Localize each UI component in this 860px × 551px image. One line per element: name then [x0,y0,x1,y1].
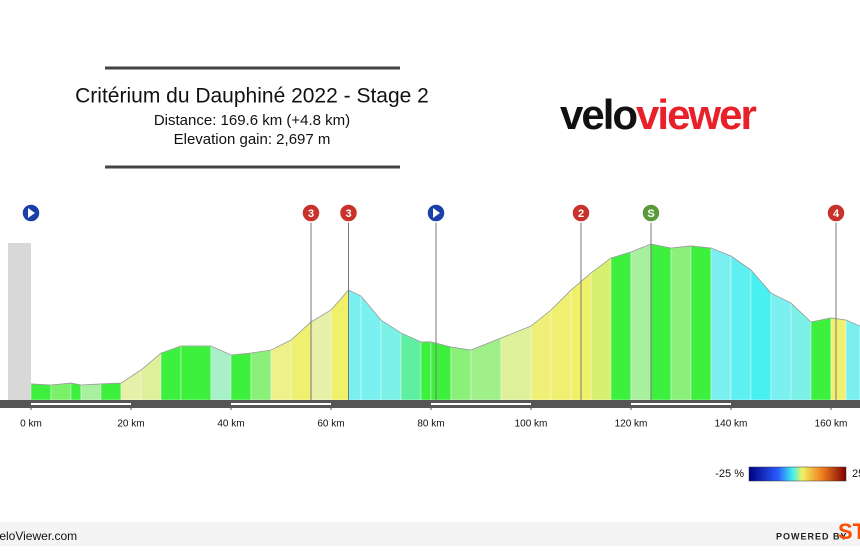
marker-label: S [647,208,654,220]
gradient-scale [748,466,847,482]
profile-segment [270,339,292,401]
profile-segment [120,369,142,401]
profile-segment [30,383,52,401]
start-zone [8,243,31,400]
marker-label: 4 [833,208,840,220]
logo-viewer: viewer [636,91,756,138]
profile-segment [450,346,472,401]
profile-segment [770,292,792,401]
profile-segment [730,255,752,401]
profile-segment [810,317,832,401]
profile-segment [590,257,612,401]
marker-icon [571,203,591,223]
marker-icon [301,203,321,223]
profile-segment [180,345,212,401]
profile-segment [80,383,102,401]
profile-segment [630,243,652,401]
footer-site: VeloViewer.com [0,529,77,543]
profile-segment [140,352,162,401]
profile-segment [650,243,672,401]
marker-glyph [433,208,440,218]
logo: veloviewer [560,91,756,138]
x-tick-label: 140 km [715,419,748,430]
marker-icon [641,203,661,223]
x-tick-label: 120 km [615,419,648,430]
profile-segment [830,317,847,401]
marker-icon [338,203,359,223]
profile-segment [290,321,312,401]
footer-brand: STRAVA [838,519,860,544]
axis-bar [0,400,860,408]
marker-label: 3 [308,208,314,220]
profile-segment [100,382,122,401]
profile-segment [670,245,692,401]
x-tick-label: 0 km [20,419,42,430]
distance: Distance: 169.6 km (+4.8 km) [154,112,350,129]
profile-segment [250,349,272,401]
profile-segment [420,341,432,401]
profile-segment [610,251,632,401]
profile-segment [430,341,452,401]
profile-segment [710,247,732,401]
marker-glyph [28,208,35,218]
profile-segment [310,309,332,401]
x-tick-label: 40 km [217,419,244,430]
profile-segment [470,337,502,401]
profile-segment [50,382,72,401]
x-tick-label: 20 km [117,419,144,430]
legend-max: 25 % [852,468,860,480]
profile-segment [70,382,82,401]
footer-powered: POWERED BY [776,531,848,541]
legend-min: -25 % [715,468,744,480]
title: Critérium du Dauphiné 2022 - Stage 2 [75,85,429,108]
x-tick-label: 160 km [815,419,848,430]
profile-segment [348,289,362,401]
profile-segment [160,345,182,401]
logo-velo: velo [560,91,637,138]
x-tick-label: 80 km [417,419,444,430]
profile-segment [210,345,232,401]
profile-segment [230,352,252,401]
footer-bar [0,522,860,546]
profile-segment [845,319,860,401]
x-axis: 0 km 20 km 40 km 60 km 80 km 100 km 120 km 140 … [20,403,848,430]
marker-label: 3 [345,208,351,220]
profile-segment [400,332,422,401]
profile-segment [360,295,382,401]
profile-segment [790,302,812,401]
profile-outline [30,243,860,386]
profile [30,243,860,401]
profile-segment [690,245,712,401]
profile-segment [500,325,532,401]
elevation-gain: Elevation gain: 2,697 m [174,131,331,148]
marker-label: 2 [578,208,584,220]
x-tick-label: 100 km [515,419,548,430]
markers: 3 3 2 S 4 [21,203,846,400]
profile-segment [380,319,402,401]
marker-icon [826,203,846,223]
x-tick-label: 60 km [317,419,344,430]
